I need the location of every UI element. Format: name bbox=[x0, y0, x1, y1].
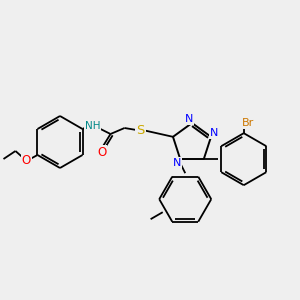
Text: NH: NH bbox=[85, 121, 100, 131]
Text: O: O bbox=[22, 154, 31, 167]
Text: N: N bbox=[173, 158, 182, 168]
Text: N: N bbox=[210, 128, 218, 138]
Text: Br: Br bbox=[242, 118, 254, 128]
Text: N: N bbox=[185, 114, 193, 124]
Text: S: S bbox=[136, 124, 145, 136]
Text: O: O bbox=[97, 146, 106, 158]
